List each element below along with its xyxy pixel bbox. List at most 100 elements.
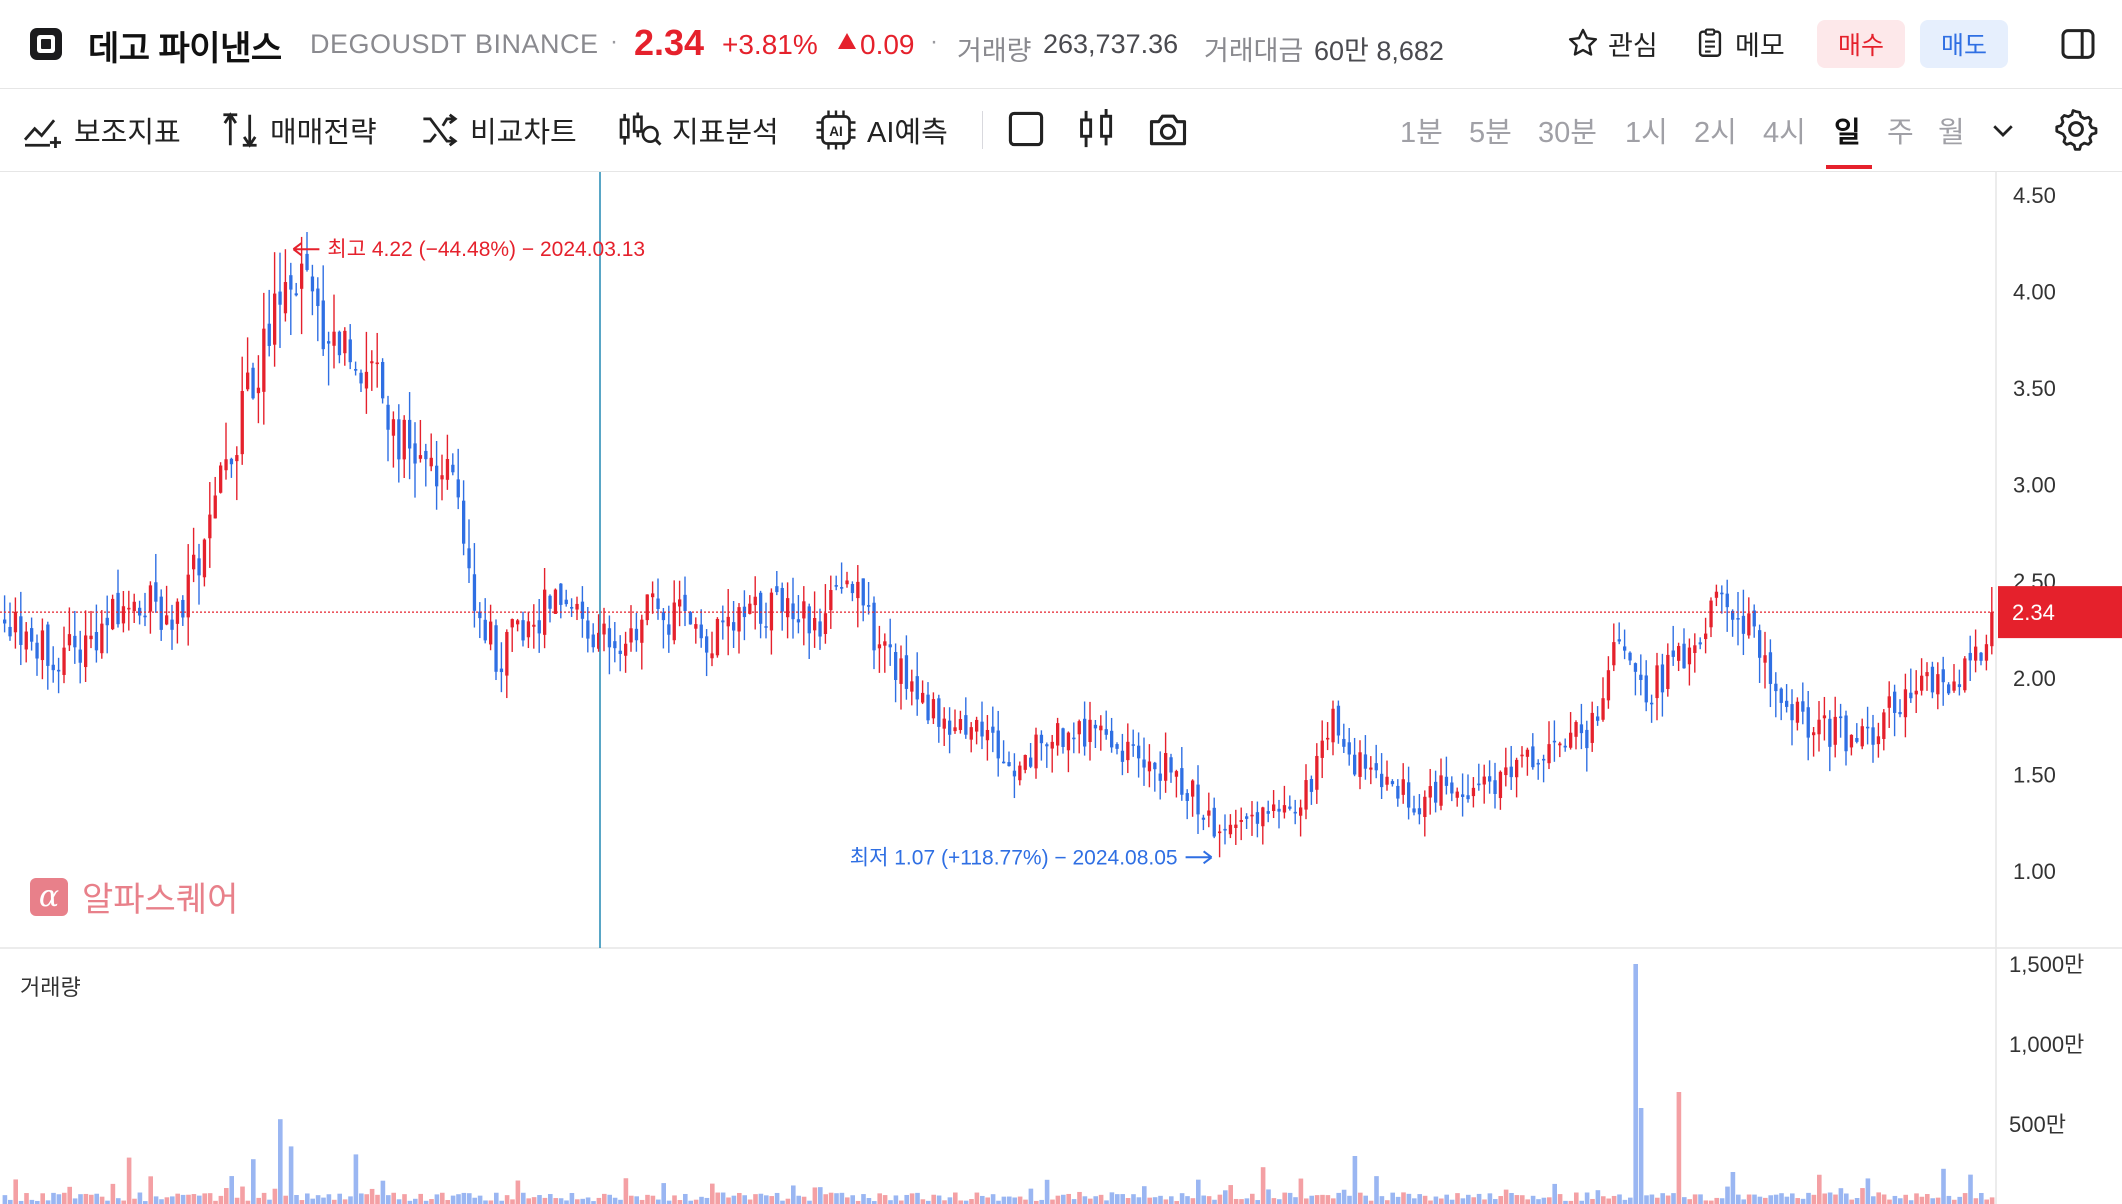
- timeframe-4h[interactable]: 4시: [1763, 117, 1806, 149]
- candle-body: [526, 621, 531, 638]
- volume-tick-label: 1,000만: [2009, 1032, 2084, 1057]
- watch-button[interactable]: 관심: [1566, 18, 1658, 68]
- volume-bar: [661, 1183, 666, 1204]
- candle-body: [1131, 744, 1135, 746]
- volume-bar: [1385, 1200, 1390, 1204]
- candle-body: [1423, 796, 1427, 817]
- volume-bar: [1044, 1179, 1050, 1204]
- candle-body: [456, 479, 460, 498]
- candle-body: [1779, 688, 1783, 703]
- chevron-down-icon[interactable]: [1988, 115, 2018, 145]
- alpha-logo-icon: α: [30, 877, 68, 916]
- candle-body: [1434, 781, 1438, 803]
- volume-bar: [1190, 1198, 1196, 1204]
- price-tick-label: 1.00: [2013, 859, 2056, 884]
- candle-body: [1574, 722, 1578, 737]
- volume-bar: [1147, 1197, 1152, 1204]
- candle-body: [240, 391, 244, 455]
- volume-bar: [1169, 1196, 1174, 1204]
- candle-body: [1542, 758, 1546, 761]
- candle-body: [1288, 806, 1292, 809]
- candle-body: [1990, 612, 1994, 647]
- candle-body: [1531, 746, 1535, 768]
- candle-body: [181, 599, 185, 618]
- candle-body: [84, 635, 88, 668]
- compare-chart-button[interactable]: 비교차트: [420, 107, 577, 153]
- volume-bar: [1471, 1197, 1476, 1204]
- volume-bar: [1379, 1196, 1385, 1204]
- volume-bar: [1887, 1199, 1892, 1204]
- volume-bar: [1109, 1192, 1115, 1204]
- volume-bar: [337, 1193, 342, 1204]
- timeframe-1h[interactable]: 1시: [1625, 117, 1668, 149]
- candle-search-icon: [619, 112, 662, 146]
- indicator-button[interactable]: 보조지표: [22, 107, 181, 153]
- volume-bar: [1536, 1199, 1541, 1204]
- volume-bar: [450, 1195, 456, 1204]
- ai-chip-icon: AI: [816, 110, 856, 150]
- volume-bar: [602, 1193, 607, 1204]
- sell-button[interactable]: 매도: [1920, 20, 2008, 68]
- candle-body: [267, 323, 271, 346]
- timeframe-week[interactable]: 주: [1887, 117, 1914, 149]
- candle-body: [1488, 776, 1492, 782]
- strategy-button[interactable]: 매매전략: [220, 107, 377, 153]
- volume-bar: [1952, 1199, 1957, 1204]
- candle-body: [62, 647, 66, 675]
- candle-body: [1909, 692, 1913, 699]
- candle-body: [694, 624, 698, 629]
- candle-body: [964, 715, 968, 735]
- volume-bar: [1941, 1168, 1946, 1204]
- volume-bar: [591, 1201, 596, 1204]
- price-tick-label: 1.50: [2013, 762, 2056, 787]
- volume-bar: [477, 1195, 483, 1204]
- candle-body: [764, 626, 768, 628]
- exchange-name: BINANCE: [475, 29, 599, 59]
- candle-body: [1347, 742, 1351, 755]
- side-panel-icon[interactable]: [2058, 24, 2098, 64]
- volume-bar: [423, 1200, 429, 1204]
- candle-body: [1768, 652, 1773, 684]
- volume-bar: [1725, 1186, 1730, 1204]
- candle-body: [1299, 807, 1303, 816]
- timeframe-5m[interactable]: 5분: [1469, 117, 1512, 149]
- timeframe-month[interactable]: 월: [1938, 117, 1965, 149]
- volume-bar: [461, 1192, 467, 1204]
- volume-bar: [1806, 1192, 1811, 1204]
- candle-body: [813, 618, 817, 631]
- volume-bar: [634, 1196, 639, 1204]
- volume-bar: [1428, 1200, 1433, 1204]
- volume-bar: [1271, 1198, 1277, 1204]
- candle-body: [1023, 754, 1027, 770]
- volume-bar: [575, 1199, 580, 1204]
- candle-body: [321, 300, 325, 350]
- timeframe-2h[interactable]: 2시: [1694, 117, 1737, 149]
- candle-body: [51, 664, 55, 671]
- buy-button[interactable]: 매수: [1817, 20, 1905, 68]
- candle-body: [829, 589, 833, 611]
- memo-button[interactable]: 메모: [1693, 18, 1785, 68]
- candle-body: [35, 642, 39, 659]
- candle-body: [1056, 723, 1060, 746]
- camera-icon[interactable]: [1146, 107, 1190, 151]
- candle-body: [67, 634, 72, 646]
- indicator-analysis-button[interactable]: 지표분석: [618, 107, 779, 153]
- fullscreen-square-icon[interactable]: [1004, 107, 1048, 151]
- timeframe-30m[interactable]: 30분: [1538, 117, 1597, 149]
- volume-bar: [1865, 1178, 1871, 1204]
- timeframe-day[interactable]: 일: [1834, 117, 1861, 149]
- candle-body: [343, 330, 347, 354]
- candle-body: [138, 607, 142, 616]
- volume-bar: [207, 1193, 213, 1204]
- timeframe-1m[interactable]: 1분: [1400, 117, 1443, 149]
- candlestick-icon[interactable]: [1077, 107, 1117, 151]
- volume-bar: [326, 1194, 332, 1204]
- ai-forecast-button[interactable]: AI AI예측: [815, 107, 948, 153]
- volume-bar: [364, 1194, 369, 1204]
- volume-bar: [153, 1196, 159, 1204]
- volume-bar: [1174, 1201, 1179, 1204]
- gear-icon[interactable]: [2054, 107, 2098, 151]
- volume-bar: [1633, 964, 1638, 1204]
- candle-body: [1461, 794, 1465, 797]
